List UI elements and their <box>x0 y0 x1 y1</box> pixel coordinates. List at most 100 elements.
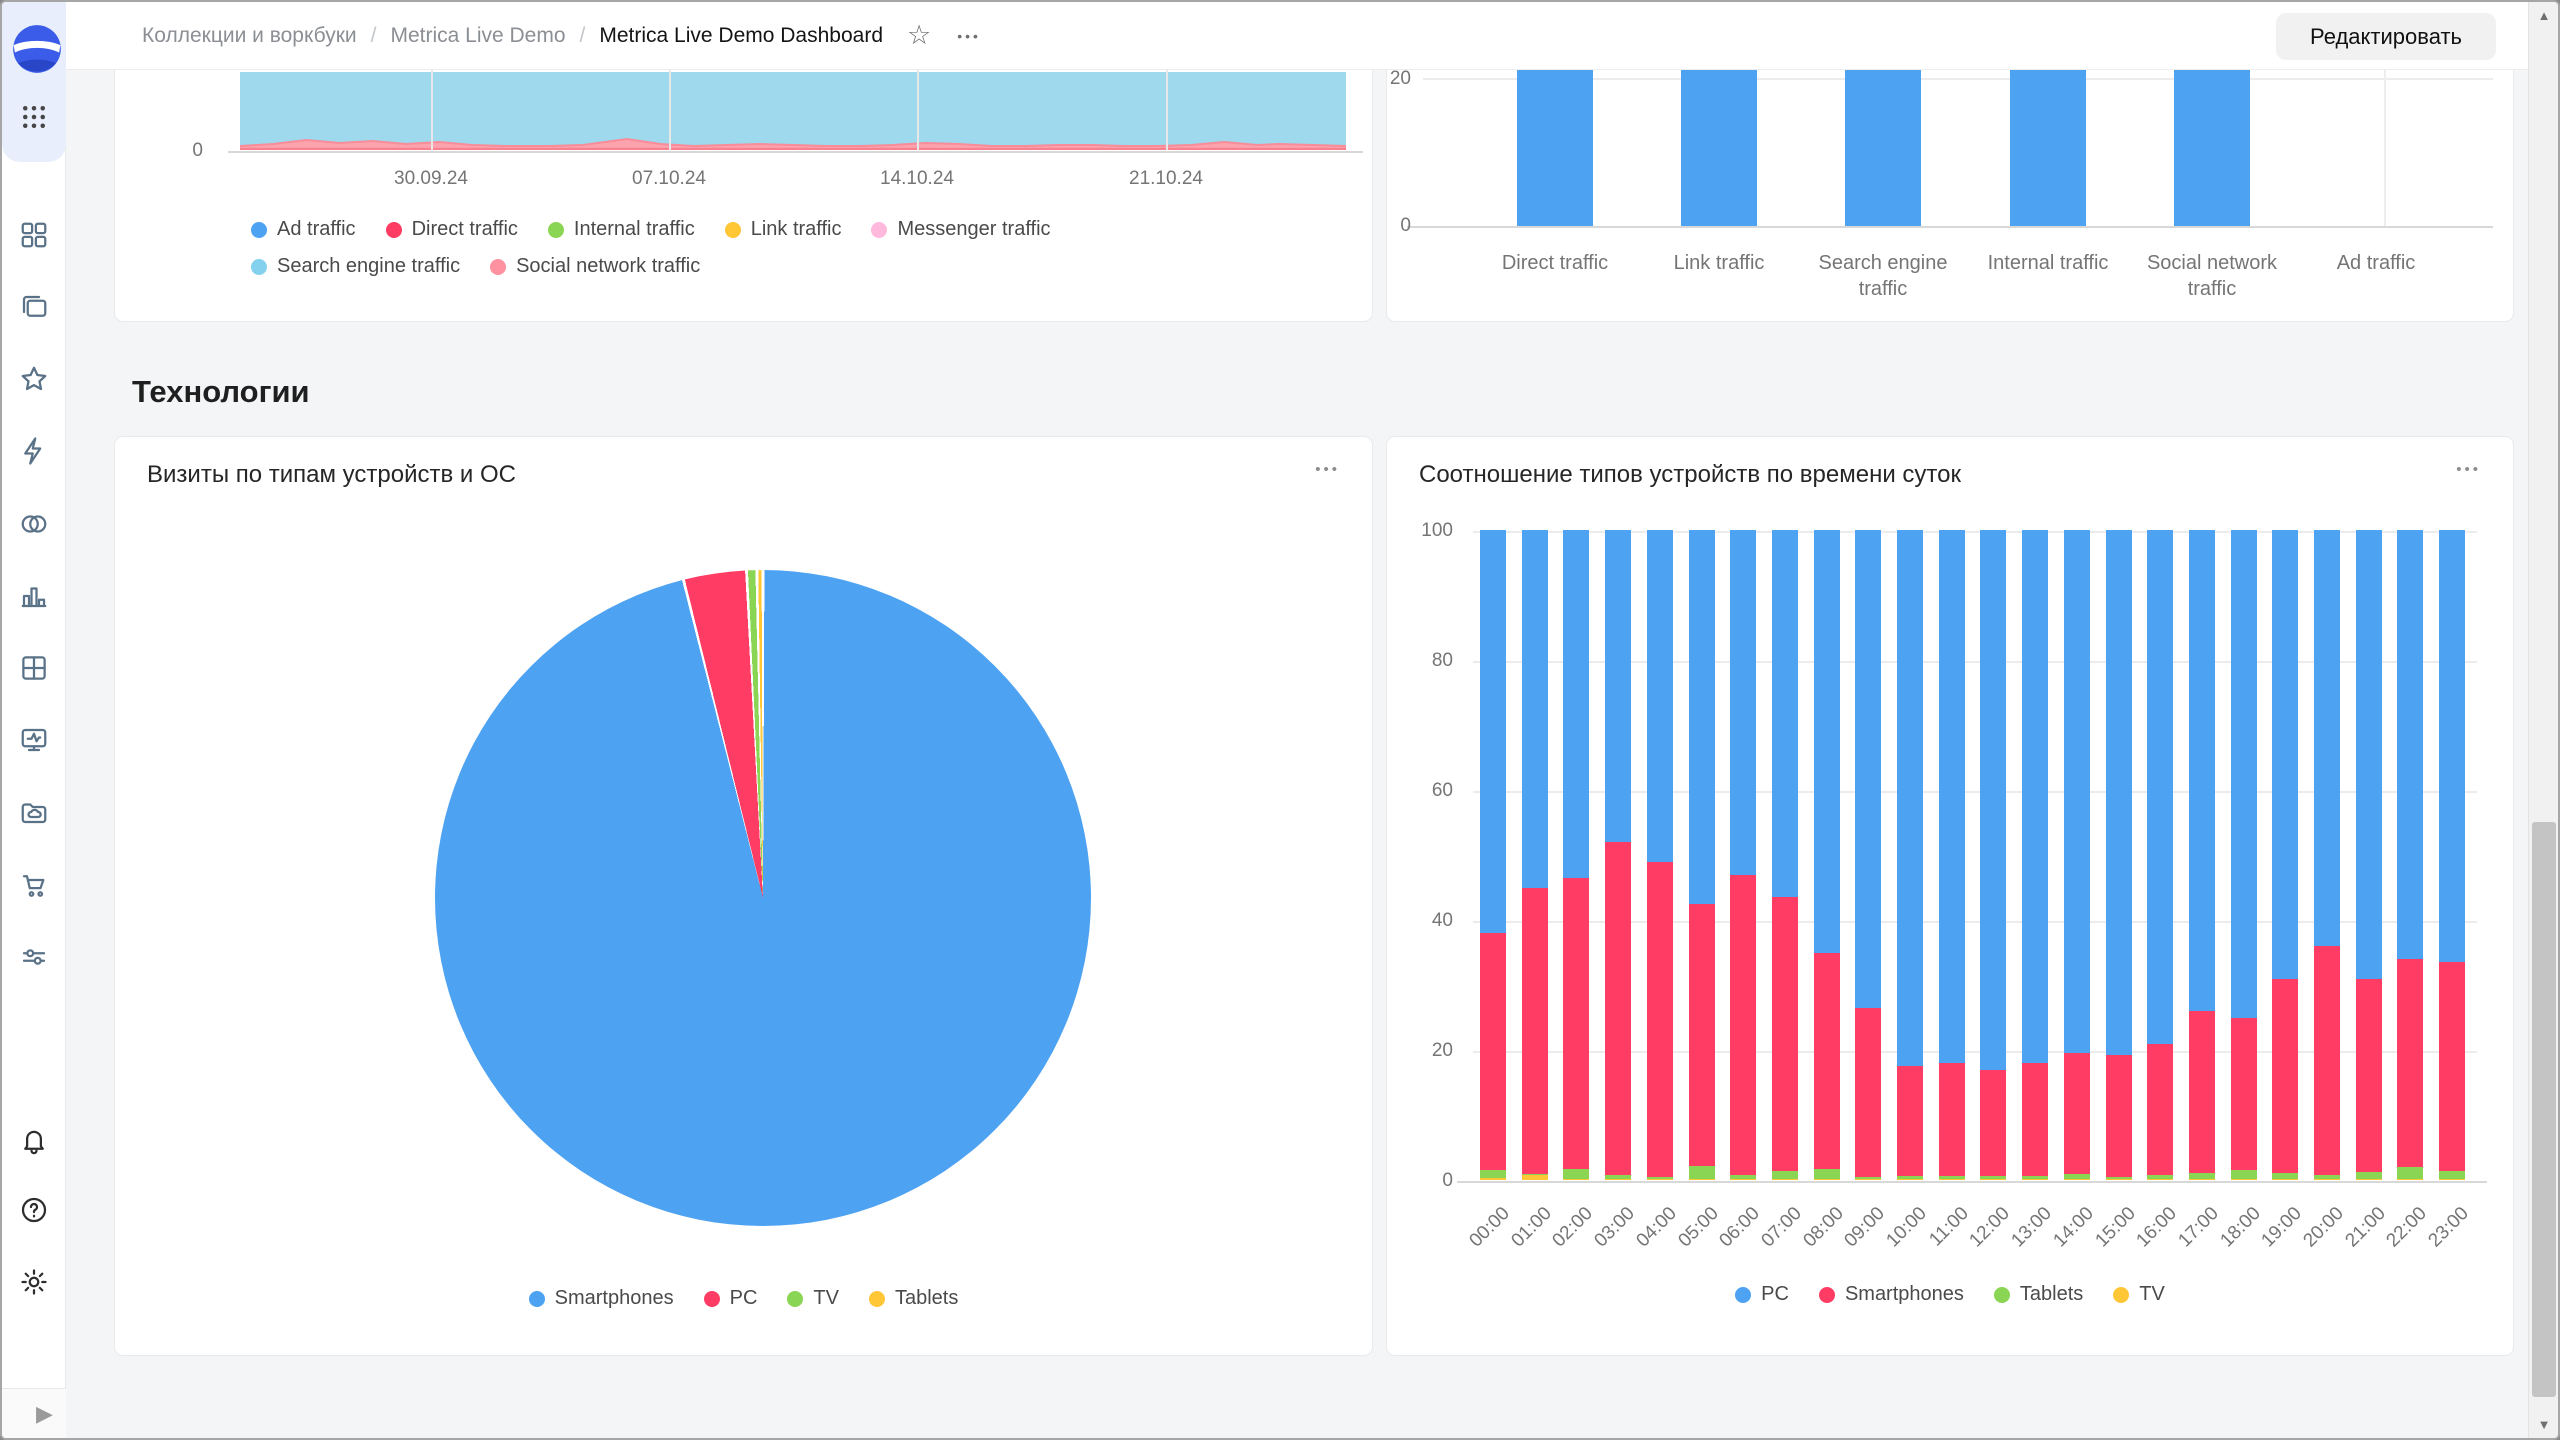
scrollbar-thumb[interactable] <box>2532 822 2556 1397</box>
scroll-up-icon[interactable]: ▲ <box>2537 8 2551 23</box>
grid-icon <box>21 222 47 248</box>
segment-pc <box>1980 530 2007 1070</box>
segment-smartphones <box>2063 1053 2090 1175</box>
x-axis-tick: 15:00 <box>2090 1203 2140 1252</box>
segment-tablets <box>2397 1167 2424 1180</box>
x-axis-line <box>1407 226 2493 228</box>
segment-tablets <box>2355 1172 2382 1180</box>
legend-item[interactable]: Link traffic <box>724 218 841 241</box>
segment-tablets <box>2272 1172 2299 1180</box>
y-axis-tick: 100 <box>1421 520 1453 541</box>
search-engine-traffic-area <box>240 72 1346 150</box>
legend-item[interactable]: Messenger traffic <box>871 218 1051 241</box>
legend-item[interactable]: TV <box>787 1287 839 1310</box>
segment-tablets <box>2063 1174 2090 1180</box>
legend-item[interactable]: Ad traffic <box>251 218 356 241</box>
sidebar-item-services[interactable] <box>19 942 49 972</box>
y-axis-tick: 0 <box>192 140 203 161</box>
segment-pc <box>1938 530 1965 1063</box>
header-more-icon[interactable]: ••• <box>957 27 981 44</box>
segment-tablets <box>1480 1169 1506 1179</box>
pie-chart[interactable] <box>435 570 1091 1226</box>
legend-item[interactable]: Direct traffic <box>385 218 518 241</box>
stacked-bar-06:00 <box>1730 530 1757 1180</box>
legend-item[interactable]: Social network traffic <box>490 255 700 278</box>
x-axis-tick: 01:00 <box>1507 1203 1556 1252</box>
x-axis-tick: 07.10.24 <box>632 168 706 189</box>
sidebar-item-marketplace[interactable] <box>19 870 49 900</box>
segment-pc <box>1855 530 1882 1008</box>
sidebar-item-notifications[interactable] <box>19 1125 49 1155</box>
segment-tv <box>2022 1179 2049 1180</box>
sidebar-expand-button[interactable]: ▶ <box>36 1401 53 1426</box>
legend-label: TV <box>813 1287 839 1309</box>
section-title: Технологии <box>132 373 310 409</box>
segment-pc <box>2272 530 2299 979</box>
segment-tablets <box>2188 1172 2215 1180</box>
sidebar-item-charts[interactable] <box>19 581 49 611</box>
segment-tv <box>1605 1178 1632 1180</box>
y-axis-tick: 0 <box>1442 1170 1453 1191</box>
edit-button[interactable]: Редактировать <box>2276 13 2496 60</box>
legend-label: PC <box>729 1287 758 1309</box>
stacked-card-menu-icon[interactable]: ••• <box>2456 461 2481 478</box>
legend-dot-icon <box>1735 1286 1752 1303</box>
vertical-scrollbar[interactable]: ▲ ▼ <box>2528 2 2558 1438</box>
sidebar-item-favorites[interactable] <box>19 364 49 394</box>
legend-label: Tablets <box>2019 1283 2084 1305</box>
legend-dot-icon <box>2113 1286 2130 1303</box>
stacked-chart-legend: PC Smartphones Tablets TV <box>1387 1283 2513 1306</box>
legend-label: PC <box>1761 1283 1789 1305</box>
segment-tv <box>1771 1178 1798 1180</box>
apps-grid-icon[interactable] <box>19 102 49 132</box>
sidebar-item-help[interactable] <box>19 1195 49 1225</box>
legend-item[interactable]: Tablets <box>868 1287 958 1310</box>
sidebar-item-editor[interactable] <box>19 436 49 466</box>
favorite-star-icon[interactable]: ☆ <box>907 20 932 50</box>
scroll-down-icon[interactable]: ▼ <box>2537 1417 2551 1432</box>
sidebar-item-storage[interactable] <box>19 797 49 827</box>
sidebar: ▶ <box>2 2 66 1438</box>
stacked-card-title: Соотношение типов устройств по времени с… <box>1419 461 1961 488</box>
sidebar-item-grid[interactable] <box>19 220 49 250</box>
sidebar-item-dashboards[interactable] <box>19 725 49 755</box>
sidebar-item-connections[interactable] <box>19 509 49 539</box>
stacked-bar-16:00 <box>2147 530 2174 1180</box>
segment-tablets <box>2439 1170 2466 1179</box>
gridline <box>2384 70 2386 226</box>
editor-icon <box>24 437 42 465</box>
segment-smartphones <box>2147 1043 2174 1176</box>
dashboards-icon <box>21 728 47 752</box>
area-chart-canvas <box>240 72 1346 150</box>
legend-item[interactable]: TV <box>2113 1283 2165 1306</box>
x-axis-tick: 08:00 <box>1798 1203 1848 1252</box>
gridline <box>1473 531 2477 533</box>
breadcrumb-item[interactable]: Metrica Live Demo <box>390 23 566 47</box>
segment-pc <box>2439 530 2466 963</box>
breadcrumb-item[interactable]: Коллекции и воркбуки <box>142 23 357 47</box>
help-icon <box>21 1197 47 1223</box>
sidebar-item-settings[interactable] <box>19 1267 49 1297</box>
segment-tv <box>2397 1179 2424 1180</box>
x-axis-tick: 21.10.24 <box>1129 168 1203 189</box>
datalens-logo-icon[interactable] <box>11 23 63 75</box>
legend-item[interactable]: Internal traffic <box>547 218 695 241</box>
traffic-area-chart-card: Ad traffic Direct traffic Internal traffic… <box>114 70 1373 322</box>
sidebar-item-datasets[interactable] <box>19 653 49 683</box>
legend-item[interactable]: Search engine traffic <box>251 255 460 278</box>
legend-item[interactable]: Smartphones <box>528 1287 674 1310</box>
segment-smartphones <box>1938 1063 1965 1177</box>
legend-item[interactable]: PC <box>1735 1283 1789 1306</box>
segment-smartphones <box>2188 1011 2215 1173</box>
legend-item[interactable]: Smartphones <box>1818 1283 1964 1306</box>
pie-card-menu-icon[interactable]: ••• <box>1315 461 1340 478</box>
direct-traffic-baseline <box>240 147 1346 150</box>
x-axis-tick: 20:00 <box>2299 1203 2348 1252</box>
sidebar-item-collections[interactable] <box>19 292 49 322</box>
segment-pc <box>1771 530 1798 898</box>
breadcrumb-item: Metrica Live Demo Dashboard <box>599 23 883 47</box>
stacked-bar-09:00 <box>1855 530 1882 1180</box>
legend-item[interactable]: Tablets <box>1993 1283 2084 1306</box>
legend-item[interactable]: PC <box>703 1287 758 1310</box>
storage-icon <box>21 803 47 824</box>
